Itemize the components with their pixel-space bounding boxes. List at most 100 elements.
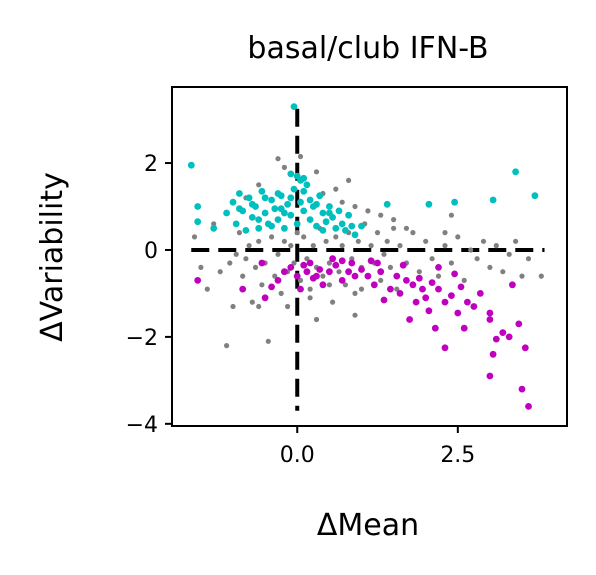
data-point xyxy=(338,277,346,284)
data-point xyxy=(294,230,300,236)
data-point xyxy=(256,303,262,310)
data-point xyxy=(287,264,295,271)
data-point xyxy=(338,257,346,265)
data-point xyxy=(230,303,236,310)
data-point xyxy=(268,222,275,230)
data-point xyxy=(259,282,265,288)
data-point xyxy=(448,292,455,299)
data-point xyxy=(493,243,499,249)
data-point xyxy=(256,182,262,188)
data-point xyxy=(198,264,204,270)
data-point xyxy=(367,257,375,265)
data-point xyxy=(506,251,512,257)
data-point xyxy=(310,243,316,249)
data-point xyxy=(348,222,356,230)
data-point xyxy=(396,290,404,297)
data-point xyxy=(352,290,358,296)
data-point xyxy=(518,385,526,393)
data-point xyxy=(358,266,365,273)
data-point xyxy=(255,224,263,232)
data-point xyxy=(333,234,339,240)
data-point xyxy=(187,161,195,169)
data-point xyxy=(525,256,532,262)
y-axis: −4 −2 0 2 xyxy=(126,152,172,438)
data-point xyxy=(285,303,291,310)
data-point xyxy=(306,196,314,204)
data-point xyxy=(336,269,342,275)
data-point xyxy=(442,243,448,249)
data-point xyxy=(332,261,340,269)
data-point xyxy=(423,238,429,244)
data-point xyxy=(271,205,279,213)
data-point xyxy=(236,230,242,236)
data-point xyxy=(290,185,298,193)
data-point xyxy=(316,266,324,273)
data-point xyxy=(281,164,287,170)
data-point xyxy=(281,238,287,244)
data-point xyxy=(368,243,374,249)
data-point xyxy=(487,264,493,270)
data-point xyxy=(393,272,401,280)
data-point xyxy=(505,333,513,341)
data-point xyxy=(274,190,282,197)
data-point xyxy=(342,227,349,234)
data-point xyxy=(236,205,243,213)
data-point xyxy=(290,103,298,110)
data-point xyxy=(265,338,271,344)
data-point xyxy=(500,269,506,275)
data-point xyxy=(297,198,304,206)
data-point xyxy=(358,286,365,292)
data-point xyxy=(513,238,519,244)
data-point xyxy=(256,238,262,244)
data-point xyxy=(352,203,358,210)
data-point xyxy=(319,209,327,217)
data-point xyxy=(486,309,494,317)
data-point xyxy=(236,190,243,197)
data-point xyxy=(476,290,484,297)
data-point xyxy=(204,286,210,292)
data-point xyxy=(300,261,308,269)
data-point xyxy=(470,303,478,310)
data-point xyxy=(378,212,384,218)
data-point xyxy=(464,298,471,306)
data-point xyxy=(287,170,295,178)
data-point xyxy=(365,208,371,214)
data-point xyxy=(531,192,539,200)
data-point xyxy=(248,214,256,221)
data-point xyxy=(415,274,423,282)
y-axis-label: ΔVariability xyxy=(35,172,70,342)
data-point xyxy=(217,269,223,275)
data-point xyxy=(451,270,458,278)
data-point xyxy=(316,192,324,200)
y-tick-label: 0 xyxy=(144,239,158,264)
data-point xyxy=(320,273,326,279)
data-point xyxy=(232,220,240,228)
data-point xyxy=(377,268,385,276)
data-point xyxy=(486,372,494,380)
data-point xyxy=(429,256,435,262)
y-tick-label: −4 xyxy=(126,413,158,438)
x-axis-label: ΔMean xyxy=(317,508,419,543)
data-point xyxy=(326,203,333,210)
data-point xyxy=(301,234,307,240)
data-point xyxy=(229,198,237,206)
data-point xyxy=(352,312,358,318)
data-point xyxy=(435,273,442,279)
data-point xyxy=(277,205,285,213)
data-point xyxy=(304,256,310,262)
data-point xyxy=(399,261,407,269)
data-point xyxy=(210,224,218,232)
data-point xyxy=(406,316,413,323)
x-tick-label: 2.5 xyxy=(440,443,475,468)
data-point xyxy=(435,264,442,271)
data-point xyxy=(275,156,281,162)
data-point xyxy=(380,296,388,304)
data-point xyxy=(300,207,308,215)
data-point xyxy=(322,218,330,226)
data-point xyxy=(307,295,313,301)
plot-frame xyxy=(171,86,568,427)
data-point xyxy=(281,268,288,276)
data-point xyxy=(374,230,381,236)
data-point xyxy=(499,329,507,336)
data-point xyxy=(538,273,544,279)
